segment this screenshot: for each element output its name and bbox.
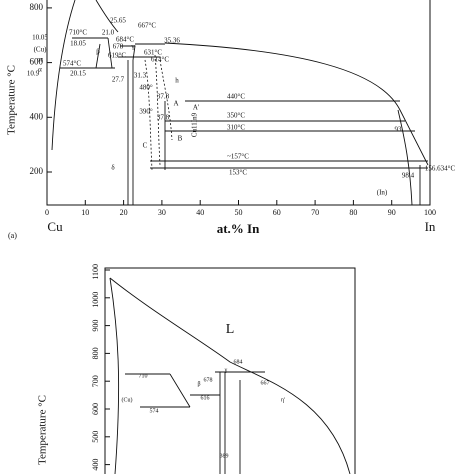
annotation: 678 [204,377,213,383]
y-tick-label: 200 [30,166,44,176]
annotation: 390° [139,108,153,116]
x-right-label: In [425,219,436,234]
annotation: 156.634°C [425,165,456,173]
x-tick-label: 40 [196,208,204,217]
annotation: 678 [113,43,124,51]
annotation: 710°C [69,29,87,37]
y-tick-label: 500 [91,431,100,443]
panel-b-lines [104,267,356,474]
annotation: α [38,66,42,74]
annotation: 31.3 [134,72,147,80]
x-tick-label: 90 [388,208,396,217]
y-tick-label: 400 [30,111,44,121]
annotation: ~157°C [227,153,249,161]
annotation: 710 [139,373,148,379]
annotation: B [178,135,183,143]
annotation: Cu11In9 [191,112,199,137]
annotation: A' [193,104,199,112]
annotation: 10.05 [32,34,48,42]
annotation: 480° [139,84,153,92]
annotation: (Cu) [122,396,133,403]
x-left-label: Cu [47,219,63,234]
annotation: 37.8 [157,93,170,101]
annotation: (In) [377,189,388,197]
annotation: 25.65 [110,17,126,25]
annotation: 631°C [144,49,162,57]
annotation: γ [130,43,134,51]
annotation: 667 [261,380,270,386]
y-axis-title: Temperature °C [37,395,49,465]
x-axis-title: at.% In [217,221,260,236]
annotation: 98.4 [402,172,415,180]
x-tick-label: 50 [235,208,243,217]
y-tick-label: 600 [91,403,100,415]
annotation: 440°C [227,93,245,101]
annotation: 153°C [229,169,247,177]
annotation: C [143,142,148,150]
annotation: h [175,77,179,85]
annotation: γ [224,367,228,373]
y-tick-label: 800 [30,2,44,12]
annotation: 21.0 [102,29,115,37]
y-tick-label: 1000 [91,292,100,308]
annotation: 10.9 [27,70,40,78]
y-tick-label: 900 [91,320,100,332]
x-tick-label: 60 [273,208,281,217]
annotation: 684 [234,359,243,365]
annotation: 684°C [116,36,134,44]
annotation: A [173,100,178,108]
annotation: 574 [150,408,159,414]
annotation: (Cu) [34,46,48,54]
x-tick-label: 20 [120,208,128,217]
y-tick-label: 1100 [91,264,100,280]
annotation: 616 [201,395,210,401]
annotation: 18.05 [70,40,86,48]
annotation: 614°C [151,56,169,64]
annotation: η' [281,397,285,403]
x-tick-label: 0 [45,208,49,217]
annotation: β [96,48,100,56]
annotation: 574°C [63,60,81,68]
annotation: 350°C [227,112,245,120]
annotation: 619°C [108,52,126,60]
annotation: 389 [220,453,229,459]
y-tick-label: 600 [30,57,44,67]
annotation: 37.8 [157,114,170,122]
annotation: β [197,381,200,387]
annotation: 35.36 [164,37,180,45]
x-tick-label: 80 [349,208,357,217]
x-tick-label: 30 [158,208,166,217]
x-tick-label: 100 [424,208,436,217]
annotation: 667°C [138,22,156,30]
annotation: 20.15 [70,70,86,78]
x-tick-label: 70 [311,208,319,217]
y-axis-title: Temperature °C [6,65,18,135]
panel-label: (a) [8,231,17,240]
annotation: 310°C [227,124,245,132]
y-tick-label: 700 [91,375,100,387]
liquid-label: L [226,322,235,337]
y-tick-label: 800 [91,347,100,359]
annotation: 93 [395,126,403,134]
annotation: δ [111,164,115,172]
y-tick-label: 400 [91,459,100,471]
annotation: or [37,56,44,64]
x-tick-label: 10 [81,208,89,217]
annotation: 27.7 [112,76,125,84]
